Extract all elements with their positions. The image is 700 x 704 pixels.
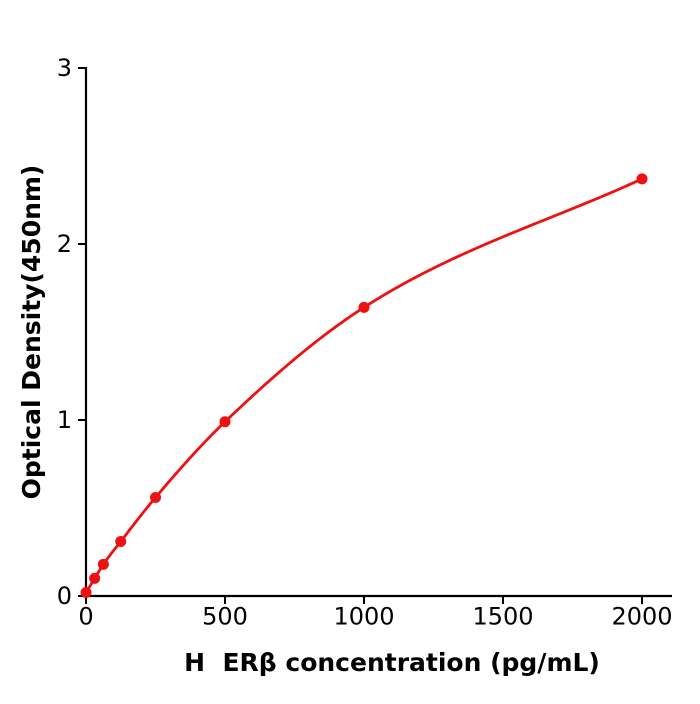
x-axis-title: H ERβ concentration (pg/mL) xyxy=(184,648,600,677)
x-tick-label: 2000 xyxy=(611,603,672,631)
data-point-marker xyxy=(150,491,161,503)
data-point-marker xyxy=(358,301,370,313)
x-tick-label: 500 xyxy=(202,603,248,631)
y-tick-label: 0 xyxy=(57,582,72,610)
data-point-marker xyxy=(115,535,127,547)
data-point-marker xyxy=(89,572,101,584)
series-line xyxy=(84,177,644,594)
data-point-marker xyxy=(80,586,92,598)
data-point-marker xyxy=(636,173,648,185)
x-tick-label: 1000 xyxy=(333,603,394,631)
data-point-marker xyxy=(219,416,231,428)
y-tick-label: 3 xyxy=(57,54,72,82)
y-tick-label: 2 xyxy=(57,230,72,258)
data-point-marker xyxy=(97,558,109,570)
x-tick-label: 1500 xyxy=(472,603,533,631)
x-tick-label: 0 xyxy=(78,603,93,631)
y-axis-title: Optical Density(450nm) xyxy=(17,165,46,500)
y-tick-label: 1 xyxy=(57,406,72,434)
